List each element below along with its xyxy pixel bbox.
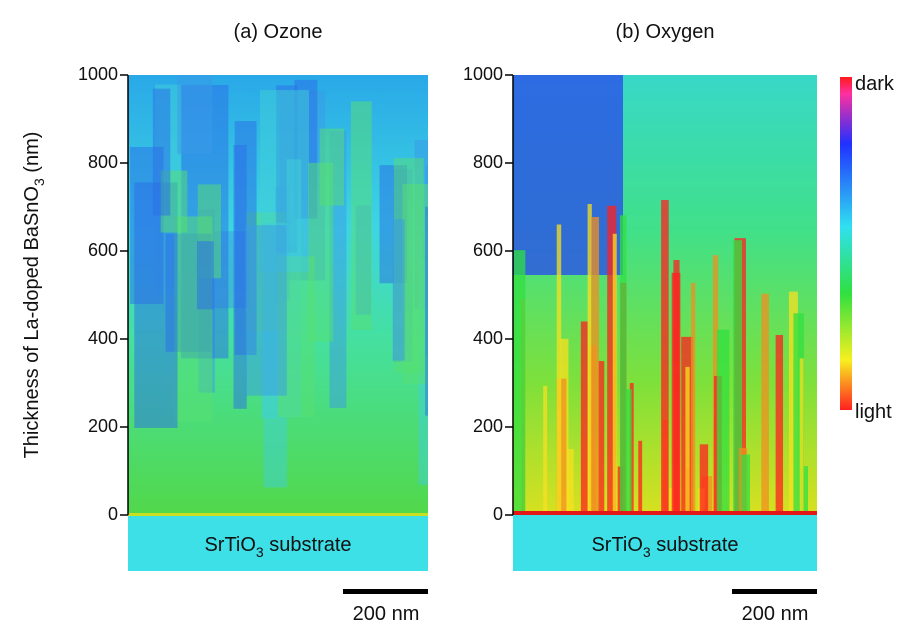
texture (690, 282, 696, 515)
texture (152, 88, 171, 216)
label-tail: (nm) (21, 132, 43, 179)
substrate-text: SrTiO (591, 534, 642, 556)
y-tick-label: 0 (108, 504, 118, 524)
texture (799, 358, 804, 515)
label-sub: 3 (31, 178, 47, 186)
y-tick-label: 200 (473, 416, 503, 436)
texture (245, 225, 287, 396)
texture (629, 383, 634, 515)
texture (597, 361, 605, 515)
colorbar-top: dark (855, 73, 895, 95)
y-tick-label: 800 (473, 152, 503, 172)
substrate (128, 515, 428, 571)
scale-bar (343, 589, 428, 594)
panel-title: (a) Ozone (234, 21, 323, 43)
texture (402, 184, 428, 384)
texture (685, 366, 690, 515)
colorbar (840, 77, 852, 410)
texture (612, 233, 617, 515)
texture (775, 334, 784, 515)
texture (699, 444, 709, 515)
y-tick-label: 600 (88, 240, 118, 260)
texture (619, 215, 627, 515)
y-tick-label: 1000 (78, 64, 118, 84)
y-tick-label: 1000 (463, 64, 503, 84)
texture (607, 205, 617, 515)
texture (350, 101, 372, 331)
texture (671, 272, 681, 515)
label-text: Thickness of La-doped BaSnO (21, 186, 43, 458)
texture (661, 200, 669, 515)
texture (761, 293, 769, 515)
substrate-text: SrTiO (204, 534, 255, 556)
y-tick-label: 0 (493, 504, 503, 524)
texture (392, 219, 405, 361)
texture (591, 217, 600, 515)
colorbar-bottom: light (855, 401, 892, 423)
texture (801, 466, 809, 515)
y-tick-label: 800 (88, 152, 118, 172)
y-tick-label: 400 (473, 328, 503, 348)
interface (513, 511, 817, 515)
substrate-sub: 3 (643, 544, 651, 560)
y-tick-label: 200 (88, 416, 118, 436)
substrate-tail: substrate (651, 534, 739, 556)
map-ozone (128, 75, 428, 515)
texture (425, 206, 428, 416)
texture (669, 487, 673, 515)
texture (638, 440, 643, 515)
scale-bar-label: 200 nm (742, 603, 809, 625)
texture (587, 204, 592, 515)
panel-title: (b) Oxygen (616, 21, 715, 43)
texture (741, 454, 751, 515)
substrate-label: SrTiO3 substrate (204, 534, 351, 560)
y-tick-label: 400 (88, 328, 118, 348)
scale-bar-label: 200 nm (353, 603, 420, 625)
substrate (513, 515, 817, 571)
substrate-sub: 3 (256, 544, 264, 560)
texture (567, 449, 574, 515)
texture (556, 224, 562, 515)
texture (513, 250, 526, 515)
texture (733, 240, 742, 515)
substrate-label: SrTiO3 substrate (591, 534, 738, 560)
texture (556, 378, 567, 515)
texture (580, 321, 588, 515)
y-tick-label: 600 (473, 240, 503, 260)
interface (128, 513, 428, 516)
y-axis-label: Thickness of La-doped BaSnO3 (nm) (21, 132, 47, 459)
texture (793, 313, 804, 515)
texture (543, 385, 548, 515)
map-oxygen (513, 75, 817, 515)
texture (425, 166, 428, 356)
texture (716, 329, 730, 515)
scale-bar (732, 589, 817, 594)
texture (196, 241, 214, 310)
texture (625, 389, 632, 515)
texture (513, 75, 623, 275)
texture (177, 75, 213, 155)
substrate-tail: substrate (264, 534, 352, 556)
